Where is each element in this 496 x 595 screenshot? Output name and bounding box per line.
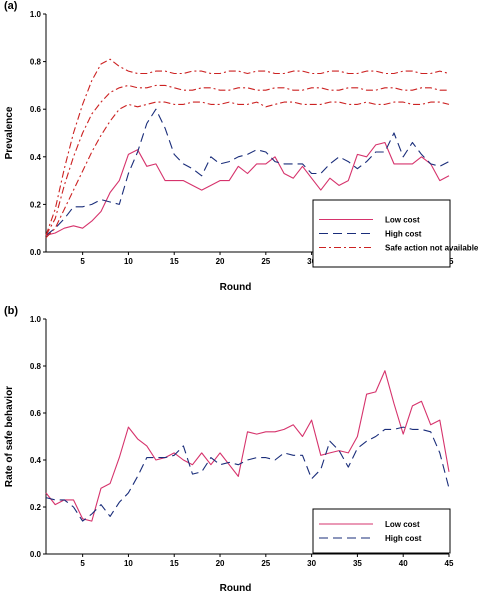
panel-a-chart: (a)0.00.20.40.60.81.051015202530354045Ro…: [4, 0, 479, 293]
x-tick-label: 30: [307, 257, 316, 266]
y-tick-label: 0.2: [30, 200, 42, 209]
low-cost-line: [45, 141, 450, 236]
high-cost-line: [45, 426, 450, 522]
x-axis-title: Round: [220, 583, 252, 594]
safe-action-not-available-line-2: [45, 84, 449, 236]
y-tick-label: 0.0: [30, 550, 42, 559]
y-tick-label: 0.6: [30, 409, 42, 418]
y-tick-label: 0.8: [30, 362, 42, 371]
x-tick-label: 15: [170, 257, 179, 266]
x-tick-label: 5: [80, 257, 85, 266]
x-tick-label: 45: [445, 559, 454, 568]
y-tick-label: 0.8: [30, 58, 42, 67]
x-tick-label: 5: [80, 559, 85, 568]
legend-label-high-cost: High cost: [385, 534, 422, 543]
x-tick-label: 25: [261, 257, 270, 266]
x-tick-label: 20: [216, 559, 225, 568]
x-tick-label: 40: [399, 559, 408, 568]
x-tick-label: 10: [124, 257, 133, 266]
x-tick-label: 15: [170, 559, 179, 568]
x-tick-label: 20: [216, 257, 225, 266]
panel-label: (b): [4, 305, 18, 317]
y-axis-title: Rate of safe behavior: [4, 386, 15, 487]
y-tick-label: 1.0: [30, 10, 42, 19]
legend-label-high-cost: High cost: [385, 230, 422, 239]
y-tick-label: 0.6: [30, 105, 42, 114]
x-axis-title: Round: [220, 282, 252, 293]
y-tick-label: 1.0: [30, 315, 42, 324]
x-tick-label: 35: [353, 559, 362, 568]
y-tick-label: 0.0: [30, 248, 42, 257]
safe-action-not-available-line-3: [45, 101, 450, 239]
low-cost-line: [45, 370, 450, 522]
legend-box: [312, 508, 451, 554]
high-cost-line: [45, 108, 450, 236]
x-tick-label: 10: [124, 559, 133, 568]
y-tick-label: 0.4: [30, 153, 42, 162]
y-axis-title: Prevalence: [4, 106, 15, 159]
legend-label-low-cost: Low cost: [385, 520, 420, 529]
x-tick-label: 30: [307, 559, 316, 568]
panel-label: (a): [4, 0, 18, 12]
legend-label-low-cost: Low cost: [385, 216, 420, 225]
y-tick-label: 0.2: [30, 503, 42, 512]
panel-b-chart: (b) 0.0 0.2 0.4 0.6 0.8 1.0 5 10 15 20 25 30 35 40 45 Ro…: [4, 305, 454, 594]
x-tick-label: 25: [261, 559, 270, 568]
y-tick-label: 0.4: [30, 456, 42, 465]
legend-label-safe-action-not-available: Safe action not available: [385, 244, 479, 253]
safe-action-not-available-line-1: [45, 58, 450, 236]
